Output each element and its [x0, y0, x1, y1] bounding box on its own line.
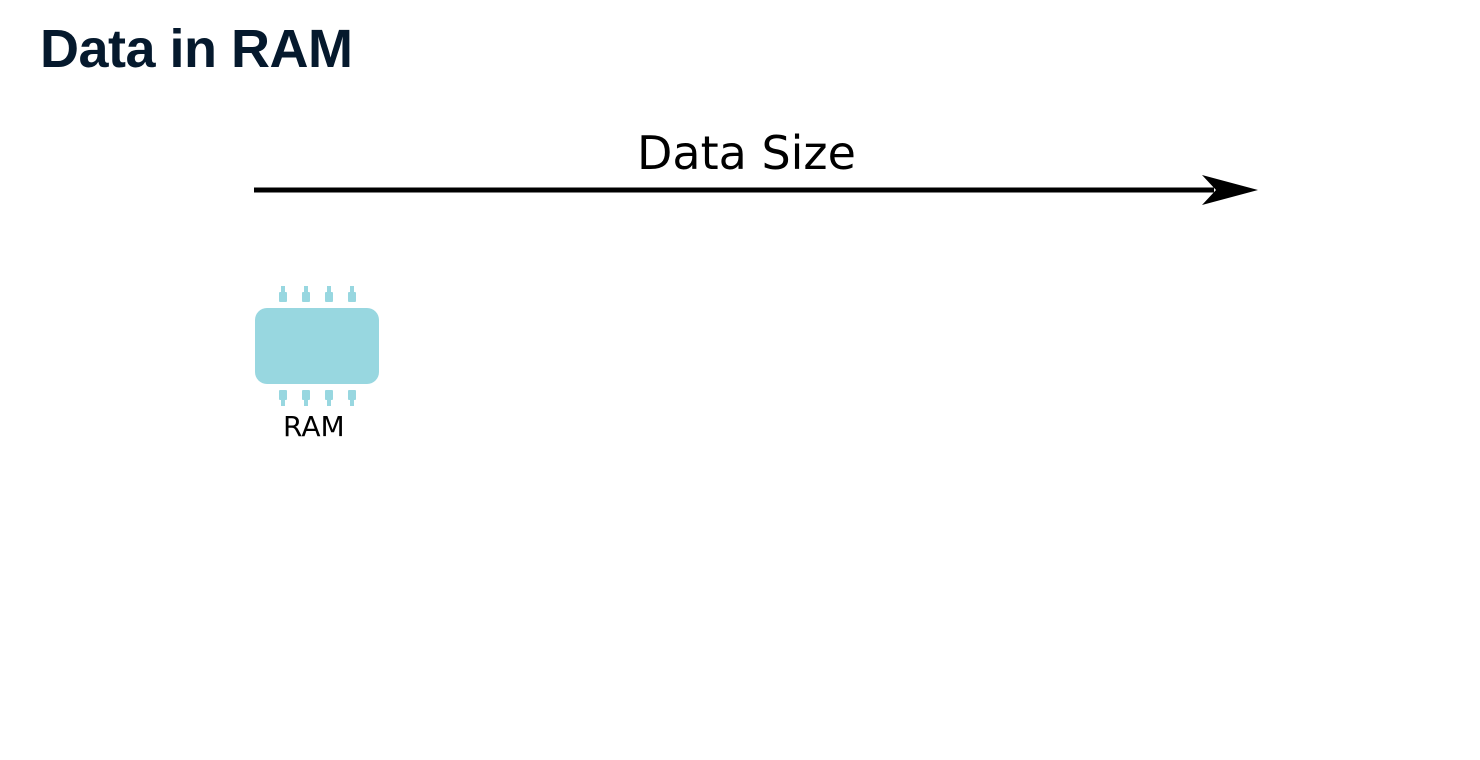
- page-title: Data in RAM: [40, 19, 353, 79]
- ram-label: RAM: [283, 410, 345, 443]
- data-size-arrow-icon: [254, 175, 1258, 205]
- data-size-label: Data Size: [637, 126, 856, 180]
- ram-chip-icon: [255, 286, 379, 406]
